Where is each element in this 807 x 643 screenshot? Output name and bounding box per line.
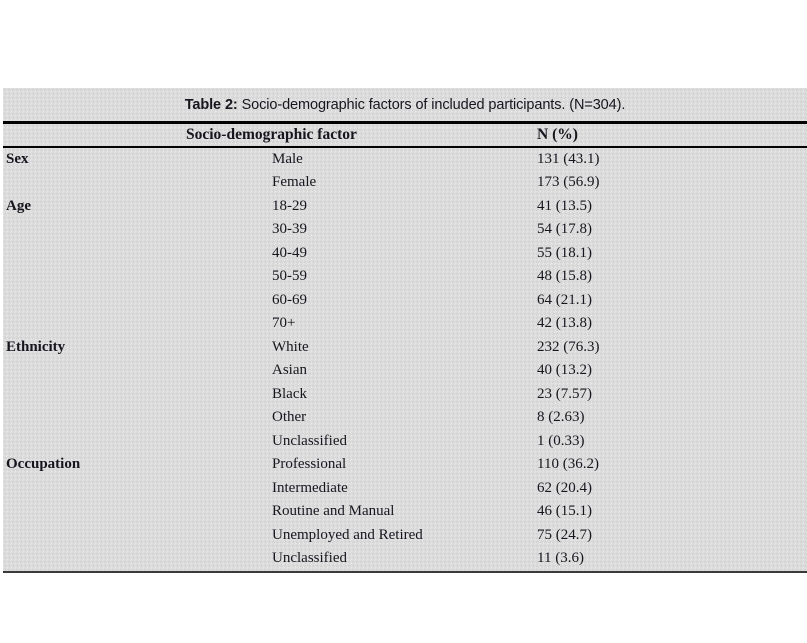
- table-row: Sex Male 131 (43.1): [3, 148, 807, 172]
- row-category: Sex: [6, 150, 29, 167]
- table-row: Black 23 (7.57): [3, 383, 807, 407]
- row-value: 232 (76.3): [537, 338, 600, 355]
- row-value: 48 (15.8): [537, 268, 592, 284]
- table-caption: Table 2: Socio-demographic factors of in…: [3, 88, 807, 121]
- row-level: 70+: [272, 315, 296, 331]
- row-value: 110 (36.2): [537, 456, 599, 472]
- row-value: 23 (7.57): [537, 385, 592, 402]
- table-row: Age 18-29 41 (13.5): [3, 195, 807, 219]
- bottom-rule: [3, 570, 807, 573]
- row-level: Asian: [272, 362, 307, 378]
- row-level: White: [272, 338, 309, 355]
- row-category: [3, 524, 272, 548]
- row-level: Routine and Manual: [272, 503, 395, 519]
- row-category: [3, 265, 272, 289]
- row-level: Unemployed and Retired: [272, 526, 423, 543]
- row-value: 54 (17.8): [537, 221, 592, 237]
- table-caption-label: Table 2:: [184, 96, 238, 113]
- row-value: 46 (15.1): [537, 503, 592, 519]
- table-row: 50-59 48 (15.8): [3, 265, 807, 289]
- row-value: 62 (20.4): [537, 479, 592, 496]
- row-category: [3, 477, 272, 501]
- row-category: [3, 218, 272, 242]
- socio-demographic-table: Table 2: Socio-demographic factors of in…: [3, 88, 807, 573]
- table-row: Unemployed and Retired 75 (24.7): [3, 524, 807, 548]
- row-level: 30-39: [272, 221, 307, 237]
- row-level: 60-69: [272, 291, 307, 308]
- table-row: 30-39 54 (17.8): [3, 218, 807, 242]
- row-level: Other: [272, 409, 307, 425]
- table-row: Occupation Professional 110 (36.2): [3, 453, 807, 477]
- row-level: Male: [272, 150, 303, 167]
- table-row: 70+ 42 (13.8): [3, 312, 807, 336]
- row-value: 131 (43.1): [537, 150, 600, 167]
- row-value: 41 (13.5): [537, 197, 592, 214]
- row-value: 64 (21.1): [537, 291, 592, 308]
- row-level: Intermediate: [272, 479, 348, 496]
- row-value: 42 (13.8): [537, 315, 592, 331]
- table-row: Other 8 (2.63): [3, 406, 807, 430]
- row-category: [3, 289, 272, 313]
- row-category: [3, 312, 272, 336]
- row-level: Black: [272, 385, 307, 402]
- row-category: [3, 406, 272, 430]
- table-header-row: Socio-demographic factor N (%): [3, 124, 807, 146]
- row-value: 8 (2.63): [537, 409, 585, 425]
- column-header-n-pct: N (%): [537, 125, 578, 143]
- header-rule: [3, 145, 807, 148]
- table-row: Ethnicity White 232 (76.3): [3, 336, 807, 360]
- table-row: Unclassified 11 (3.6): [3, 547, 807, 571]
- table-row: Routine and Manual 46 (15.1): [3, 500, 807, 524]
- table-row: Female 173 (56.9): [3, 171, 807, 195]
- table-row: Intermediate 62 (20.4): [3, 477, 807, 501]
- top-rule: [3, 121, 807, 124]
- row-value: 1 (0.33): [537, 432, 585, 449]
- row-category: [3, 359, 272, 383]
- row-level: 18-29: [272, 197, 307, 214]
- row-category: [3, 383, 272, 407]
- table-row: 60-69 64 (21.1): [3, 289, 807, 313]
- table-row: 40-49 55 (18.1): [3, 242, 807, 266]
- row-category: [3, 500, 272, 524]
- row-value: 40 (13.2): [537, 362, 592, 378]
- table-caption-text: Socio-demographic factors of included pa…: [237, 96, 626, 113]
- row-category: [3, 171, 272, 195]
- column-header-factor: Socio-demographic factor: [186, 125, 357, 143]
- row-level: Female: [272, 174, 317, 190]
- row-value: 173 (56.9): [537, 174, 600, 190]
- table-row: Asian 40 (13.2): [3, 359, 807, 383]
- row-category: Age: [6, 197, 31, 214]
- table-row: Unclassified 1 (0.33): [3, 430, 807, 454]
- row-level: 50-59: [272, 268, 307, 284]
- row-value: 55 (18.1): [537, 244, 592, 261]
- row-category: Occupation: [6, 456, 81, 472]
- row-value: 11 (3.6): [537, 550, 584, 566]
- row-level: Unclassified: [272, 432, 347, 449]
- row-level: Unclassified: [272, 550, 347, 566]
- row-category: [3, 242, 272, 266]
- row-category: Ethnicity: [6, 338, 66, 355]
- row-value: 75 (24.7): [537, 526, 592, 543]
- row-level: Professional: [272, 456, 347, 472]
- row-level: 40-49: [272, 244, 307, 261]
- row-category: [3, 430, 272, 454]
- row-category: [3, 547, 272, 571]
- table-body: Sex Male 131 (43.1) Female 173 (56.9) Ag…: [3, 148, 807, 571]
